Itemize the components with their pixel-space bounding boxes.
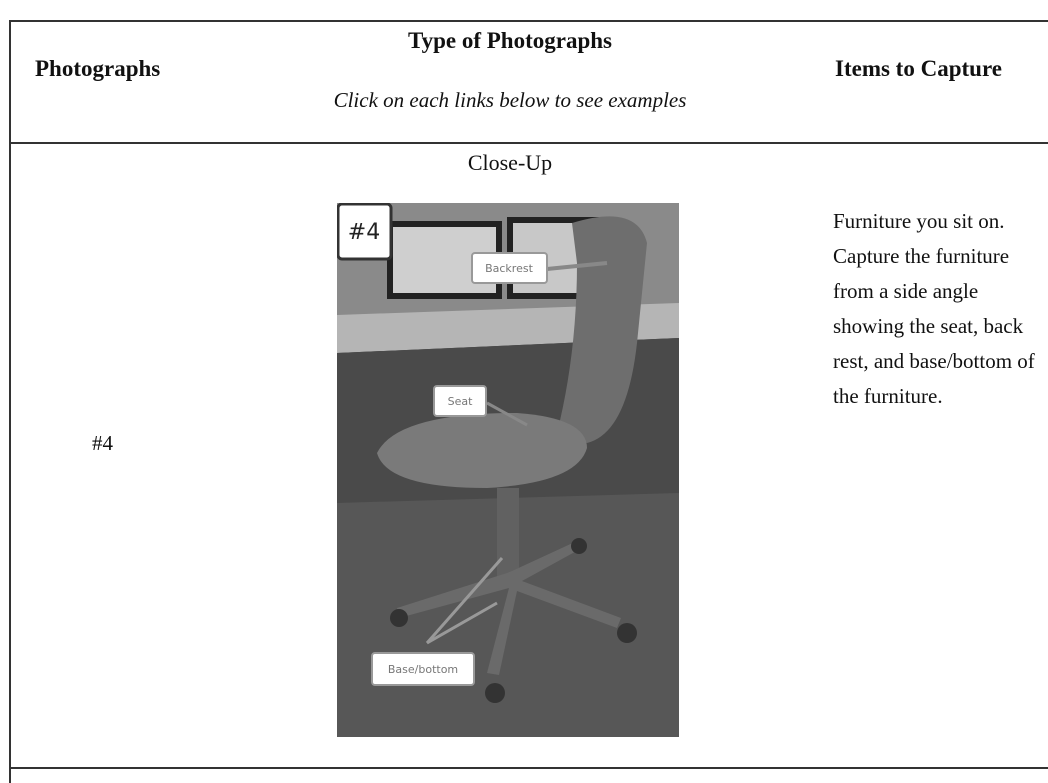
row-photograph: #4	[92, 431, 113, 455]
row-items: Furniture you sit on. Capture the furnit…	[833, 209, 1035, 408]
header-type-note: Click on each links below to see example…	[333, 88, 687, 112]
photo-badge: #4	[348, 220, 380, 245]
row-divider	[9, 767, 1048, 769]
header-type-title: Type of Photographs	[407, 28, 613, 53]
row-type: Close-Up	[467, 150, 553, 175]
table-border-left	[9, 20, 11, 783]
example-photo: #4 Backrest Seat Base/bottom	[337, 203, 679, 737]
header-divider	[9, 142, 1048, 144]
photo-label-base: Base/bottom	[388, 663, 458, 676]
table-border-top	[9, 20, 1048, 22]
photo-label-seat: Seat	[448, 395, 473, 408]
header-photographs: Photographs	[35, 56, 161, 81]
header-items: Items to Capture	[835, 56, 1002, 81]
photo-label-backrest: Backrest	[485, 262, 533, 275]
